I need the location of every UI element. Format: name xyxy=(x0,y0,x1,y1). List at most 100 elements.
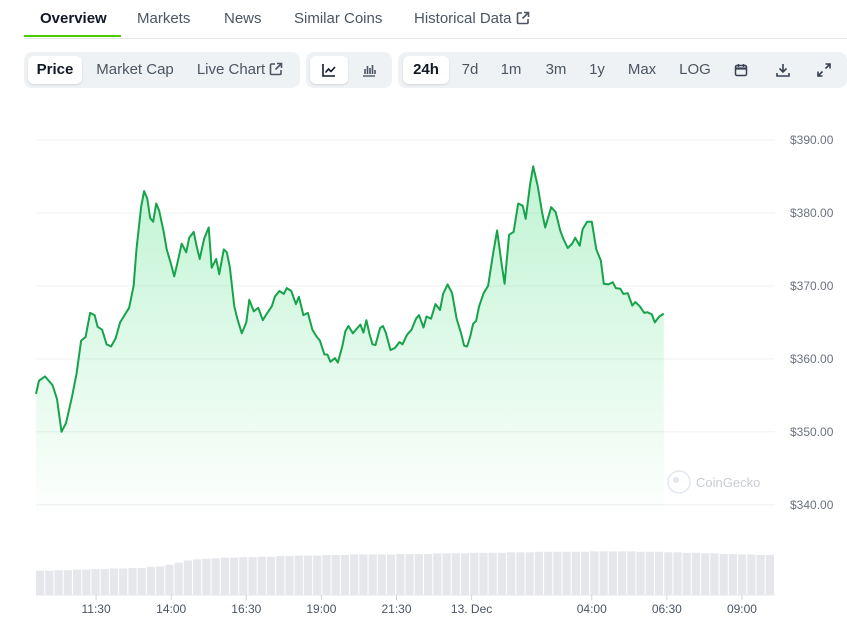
fullscreen-button[interactable] xyxy=(809,56,839,84)
volume-bar xyxy=(701,553,710,595)
view-toggle-group: Price Market Cap Live Chart xyxy=(24,52,300,88)
candlestick-chart-button[interactable] xyxy=(350,56,388,84)
volume-bar xyxy=(479,552,488,595)
x-tick-label: 04:00 xyxy=(577,602,607,616)
volume-bar xyxy=(654,551,664,595)
range-max-button[interactable]: Max xyxy=(627,61,657,78)
volume-bar xyxy=(165,564,174,595)
live-chart-label: Live Chart xyxy=(196,61,266,78)
volume-bar xyxy=(673,552,682,595)
volume-bar xyxy=(109,568,119,595)
chart-type-group xyxy=(306,52,392,88)
x-tick-label: 13. Dec xyxy=(451,602,492,616)
x-tick-label: 19:00 xyxy=(306,602,336,616)
download-icon xyxy=(776,64,790,77)
volume-bar xyxy=(756,555,765,595)
volume-bar xyxy=(230,557,239,595)
volume-bar xyxy=(331,555,340,595)
x-tick-label: 16:30 xyxy=(231,602,261,616)
volume-bar xyxy=(470,552,479,595)
price-series xyxy=(35,165,665,433)
volume-bar xyxy=(553,551,562,595)
price-area-fill xyxy=(36,166,664,524)
coingecko-logo-eye xyxy=(673,477,679,483)
fullscreen-icon xyxy=(817,63,831,77)
y-tick-label: $340.00 xyxy=(790,498,834,512)
volume-bar xyxy=(193,559,202,595)
range-7d-button[interactable]: 7d xyxy=(461,61,479,78)
range-1m-button[interactable]: 1m xyxy=(500,61,522,78)
volume-bar xyxy=(54,570,63,595)
tab-historical-data-label: Historical Data xyxy=(414,10,512,27)
volume-bar xyxy=(377,554,386,595)
volume-bar xyxy=(405,554,414,595)
volume-bar xyxy=(645,551,654,595)
candlestick-chart-icon xyxy=(363,65,376,77)
volume-bar xyxy=(571,551,580,595)
price-chart[interactable]: $390.00 $380.00 $370.00 $360.00 $350.00 $340.… xyxy=(0,95,847,625)
download-button[interactable] xyxy=(768,56,798,84)
y-tick-label: $390.00 xyxy=(790,133,834,147)
volume-bar xyxy=(368,554,377,595)
volume-bar xyxy=(516,552,525,595)
volume-bar xyxy=(627,551,636,595)
volume-bar xyxy=(146,566,156,595)
volume-bar xyxy=(174,562,183,595)
volume-bar xyxy=(525,552,534,595)
volume-bar xyxy=(414,554,423,595)
top-tab-bar: Overview Markets News Similar Coins Hist… xyxy=(24,0,847,39)
volume-bar xyxy=(100,569,109,595)
volume-bar xyxy=(137,568,146,595)
x-axis-labels: 11:30 14:00 16:30 19:00 21:30 13. Dec 04:00 06:… xyxy=(82,595,757,616)
volume-bar xyxy=(285,556,294,595)
volume-bar xyxy=(497,552,507,595)
volume-bar xyxy=(128,568,137,595)
range-24h-button[interactable]: 24h xyxy=(403,56,449,84)
tab-historical-data[interactable]: Historical Data xyxy=(414,10,530,27)
volume-bar xyxy=(73,569,82,595)
calendar-button[interactable] xyxy=(726,56,756,84)
volume-bar xyxy=(562,551,571,595)
volume-bar xyxy=(460,553,470,595)
volume-bar xyxy=(91,569,100,595)
market-cap-button[interactable]: Market Cap xyxy=(96,61,174,78)
volume-bar xyxy=(765,555,774,595)
line-chart-button[interactable] xyxy=(310,56,348,84)
y-tick-label: $370.00 xyxy=(790,279,834,293)
volume-bar xyxy=(313,555,322,595)
volume-bar xyxy=(599,551,608,595)
volume-bar xyxy=(608,551,617,595)
volume-bar xyxy=(451,553,460,595)
log-scale-button[interactable]: LOG xyxy=(679,61,711,78)
volume-bar xyxy=(682,552,691,595)
volume-bar xyxy=(507,552,516,595)
volume-bar xyxy=(63,570,72,595)
external-link-icon xyxy=(269,62,283,76)
live-chart-button[interactable]: Live Chart xyxy=(190,56,290,84)
tab-similar-coins[interactable]: Similar Coins xyxy=(294,10,383,27)
volume-bar xyxy=(590,551,599,595)
active-tab-indicator xyxy=(24,35,121,37)
tab-news[interactable]: News xyxy=(224,10,262,27)
volume-bar xyxy=(747,554,756,595)
tab-overview[interactable]: Overview xyxy=(40,10,107,27)
price-line xyxy=(35,165,665,433)
range-3m-button[interactable]: 3m xyxy=(545,61,567,78)
y-axis-labels: $390.00 $380.00 $370.00 $360.00 $350.00 $340.… xyxy=(790,133,834,512)
volume-bar xyxy=(544,551,553,595)
volume-bars xyxy=(36,551,775,596)
range-group: 24h 7d 1m 3m 1y Max LOG xyxy=(398,52,847,88)
range-1y-button[interactable]: 1y xyxy=(589,61,605,78)
volume-bar xyxy=(387,554,396,595)
x-tick-label: 09:00 xyxy=(727,602,757,616)
volume-bar xyxy=(359,554,368,595)
price-button[interactable]: Price xyxy=(28,56,82,84)
y-tick-label: $350.00 xyxy=(790,425,834,439)
volume-bar xyxy=(442,553,451,595)
volume-bar xyxy=(239,557,248,595)
watermark-text: CoinGecko xyxy=(696,475,760,490)
volume-bar xyxy=(534,551,543,595)
volume-bar xyxy=(220,557,229,595)
volume-bar xyxy=(396,554,405,595)
tab-markets[interactable]: Markets xyxy=(137,10,191,27)
